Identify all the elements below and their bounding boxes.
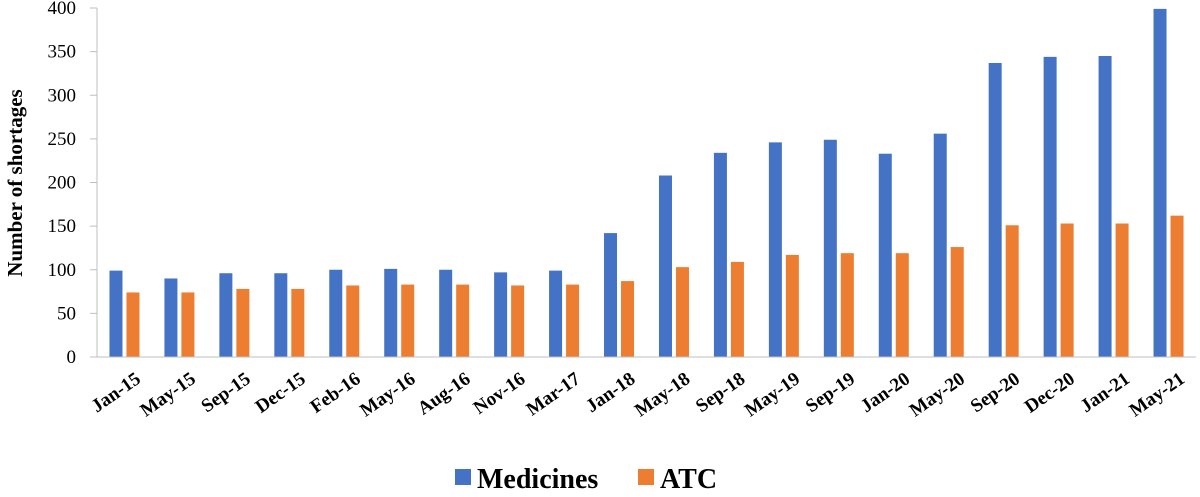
bar-atc-jan-21 xyxy=(1115,223,1129,357)
bar-atc-jan-20 xyxy=(895,253,909,357)
bar-atc-feb-16 xyxy=(346,285,360,357)
x-tick-label: Dec-15 xyxy=(252,368,310,417)
legend-label-medicines: Medicines xyxy=(477,464,598,495)
x-tick-label: May-19 xyxy=(741,368,804,421)
x-tick-label: Sep-18 xyxy=(692,368,749,417)
bar-medicines-may-20 xyxy=(933,133,947,357)
bar-medicines-sep-20 xyxy=(988,62,1002,357)
x-tick-label: May-20 xyxy=(906,368,969,421)
bar-atc-mar-17 xyxy=(566,284,580,357)
bar-atc-may-20 xyxy=(950,247,964,357)
bar-medicines-mar-17 xyxy=(549,270,563,357)
bar-atc-aug-16 xyxy=(456,284,470,357)
bar-atc-may-18 xyxy=(675,267,689,357)
bar-medicines-sep-19 xyxy=(823,139,837,357)
bar-medicines-may-16 xyxy=(384,268,398,357)
bar-medicines-jan-21 xyxy=(1098,55,1112,358)
bar-medicines-dec-15 xyxy=(274,273,288,357)
x-tick-label: Sep-19 xyxy=(802,368,859,417)
bar-atc-dec-20 xyxy=(1060,223,1074,357)
bar-medicines-aug-16 xyxy=(439,269,453,357)
bar-atc-dec-15 xyxy=(291,288,305,357)
bar-atc-sep-19 xyxy=(840,253,854,357)
x-tick-label: Dec-20 xyxy=(1021,368,1079,417)
x-tick-label: Mar-17 xyxy=(523,368,585,420)
bar-atc-jan-15 xyxy=(126,292,140,357)
bar-medicines-jan-18 xyxy=(604,233,618,357)
bar-medicines-nov-16 xyxy=(494,272,508,357)
bar-medicines-jan-15 xyxy=(109,270,123,357)
bar-medicines-sep-18 xyxy=(713,152,727,357)
bar-atc-may-15 xyxy=(181,292,195,357)
legend-swatch-medicines xyxy=(455,469,471,485)
x-tick-label: May-18 xyxy=(631,368,694,421)
bar-atc-sep-20 xyxy=(1005,225,1019,357)
x-tick-label: May-16 xyxy=(356,368,419,421)
x-tick-label: Feb-16 xyxy=(307,368,365,417)
x-tick-label: Sep-20 xyxy=(967,368,1024,417)
x-tick-label: Jan-18 xyxy=(582,368,639,417)
x-tick-label: Nov-16 xyxy=(470,368,530,419)
bar-medicines-may-21 xyxy=(1153,8,1167,358)
x-tick-label: May-15 xyxy=(137,368,200,421)
x-tick-label: Jan-21 xyxy=(1077,368,1134,417)
legend-label-atc: ATC xyxy=(660,464,717,495)
bar-medicines-jan-20 xyxy=(878,153,892,357)
y-tick-label: 150 xyxy=(48,216,77,237)
bar-medicines-dec-20 xyxy=(1043,56,1057,358)
bar-atc-nov-16 xyxy=(511,285,525,357)
bar-medicines-may-19 xyxy=(768,142,782,357)
bar-atc-may-21 xyxy=(1170,215,1184,357)
x-tick-label: Jan-15 xyxy=(88,368,145,417)
bar-atc-may-19 xyxy=(785,254,799,357)
y-tick-label: 250 xyxy=(48,129,77,150)
y-tick-label: 50 xyxy=(57,303,76,324)
x-tick-label: Sep-15 xyxy=(198,368,255,417)
bar-atc-jan-18 xyxy=(621,281,635,357)
bar-atc-sep-15 xyxy=(236,288,250,357)
y-tick-label: 400 xyxy=(48,0,77,19)
bar-medicines-may-18 xyxy=(658,175,672,357)
x-tick-label: May-21 xyxy=(1126,368,1189,421)
y-tick-label: 100 xyxy=(48,260,77,281)
bar-atc-may-16 xyxy=(401,284,415,357)
y-axis-title: Number of shortages xyxy=(3,89,27,276)
legend-swatch-atc xyxy=(638,469,654,485)
y-tick-label: 350 xyxy=(48,42,77,63)
x-tick-label: Aug-16 xyxy=(414,368,474,419)
bar-medicines-sep-15 xyxy=(219,273,233,357)
bar-medicines-feb-16 xyxy=(329,269,343,357)
bar-medicines-may-15 xyxy=(164,278,178,357)
y-tick-label: 0 xyxy=(67,347,77,368)
y-tick-label: 300 xyxy=(48,85,77,106)
x-tick-label: Jan-20 xyxy=(857,368,914,417)
y-tick-label: 200 xyxy=(48,173,77,194)
bar-atc-sep-18 xyxy=(730,261,744,357)
